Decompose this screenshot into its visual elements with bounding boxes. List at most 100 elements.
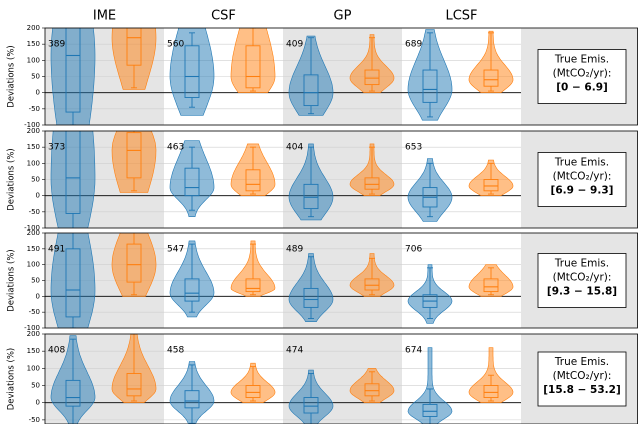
box (483, 278, 499, 293)
violin-body (111, 131, 157, 193)
box (184, 390, 200, 409)
y-tick-label: 50 (31, 73, 40, 81)
count-label: 491 (48, 245, 65, 255)
y-tick-label: -100 (24, 224, 40, 232)
box (184, 45, 200, 98)
box (126, 28, 142, 66)
box (422, 69, 438, 103)
y-tick-label: 200 (27, 229, 40, 237)
count-label: 404 (286, 143, 303, 153)
violin-body (349, 368, 395, 403)
count-label: 389 (48, 40, 65, 50)
box (126, 373, 142, 397)
column-header: IME (93, 9, 116, 24)
y-tick-label: 200 (27, 24, 40, 32)
y-tick-label: 200 (27, 127, 40, 135)
y-tick-label: 100 (27, 159, 40, 167)
y-tick-label: -100 (24, 324, 40, 332)
y-tick-label: -50 (29, 208, 40, 216)
legend-text: True Emis. (554, 54, 609, 66)
count-label: 689 (405, 40, 422, 50)
box (65, 248, 81, 318)
y-tick-label: 0 (36, 292, 40, 300)
y-tick-label: 50 (31, 176, 40, 184)
violin-body (407, 347, 453, 424)
legend-text: True Emis. (554, 157, 609, 169)
column-header: GP (334, 9, 352, 24)
box (184, 278, 200, 302)
violin-body (169, 140, 215, 217)
box (364, 383, 380, 397)
panel-row: -100 -50 0 50 100 150 200 Deviations (%) 491 547 4… (7, 229, 638, 332)
box (303, 287, 319, 308)
y-tick-label: 100 (27, 56, 40, 64)
y-tick-label: 150 (27, 143, 40, 151)
legend-text: (MtCO₂/yr): (553, 272, 612, 284)
box (364, 69, 380, 86)
box (483, 385, 499, 398)
y-tick-label: 50 (31, 382, 40, 390)
violin-body (407, 158, 453, 222)
box (126, 132, 142, 179)
y-tick-label: 150 (27, 245, 40, 253)
box (303, 397, 319, 414)
y-tick-label: 0 (36, 89, 40, 97)
count-label: 408 (48, 346, 65, 356)
violins (50, 334, 514, 424)
legend-range: [9.3 − 15.8] (547, 286, 617, 298)
violin-body (288, 35, 334, 116)
y-tick-label: -50 (29, 308, 40, 316)
box (483, 179, 499, 192)
y-tick-label: 100 (27, 261, 40, 269)
legend-range: [15.8 − 53.2] (543, 384, 621, 396)
y-tick-label: 200 (27, 330, 40, 338)
box (303, 74, 319, 107)
y-axis-label: Deviations (%) (7, 348, 17, 411)
legend-text: True Emis. (554, 258, 609, 270)
count-label: 706 (405, 245, 422, 255)
count-label: 474 (286, 346, 303, 356)
box (245, 385, 261, 398)
count-label: 489 (286, 245, 303, 255)
column-header: LCSF (445, 9, 477, 24)
violins (50, 131, 514, 228)
legend-box (537, 49, 627, 104)
violins (50, 233, 514, 328)
y-tick-label: 150 (27, 347, 40, 355)
violin-body (50, 28, 96, 125)
y-tick-label: 150 (27, 40, 40, 48)
y-axis-label: Deviations (%) (7, 249, 17, 312)
y-axis-label: Deviations (%) (7, 148, 17, 211)
box (364, 278, 380, 291)
legend-text: (MtCO₂/yr): (553, 68, 612, 80)
box (483, 69, 499, 87)
count-label: 653 (405, 143, 422, 153)
legend-text: (MtCO₂/yr): (553, 171, 612, 183)
legend-box (537, 253, 627, 308)
box (65, 379, 81, 407)
y-tick-label: 0 (36, 399, 40, 407)
count-label: 463 (167, 143, 184, 153)
legend-text: (MtCO₂/yr): (553, 370, 612, 382)
box (126, 243, 142, 283)
box (303, 183, 319, 210)
y-tick-label: 100 (27, 364, 40, 372)
legend-box (537, 351, 627, 407)
violin-body (407, 29, 453, 121)
y-tick-label: -50 (29, 105, 40, 113)
legend-range: [6.9 − 9.3] (551, 185, 614, 197)
box (184, 167, 200, 197)
panel-row: -100 -50 0 50 100 150 200 Deviations (%) 373 463 4… (7, 127, 638, 232)
violin-body (230, 28, 276, 93)
legend-text: True Emis. (554, 356, 609, 368)
box (65, 28, 81, 113)
panel-row: -50 0 50 100 150 200 Deviations (%) 408 458 474 67… (7, 330, 638, 424)
box (65, 131, 81, 214)
y-tick-label: -100 (24, 121, 40, 129)
box (245, 278, 261, 293)
violin-body (50, 131, 96, 228)
box (245, 169, 261, 192)
count-label: 547 (167, 245, 184, 255)
box (422, 403, 438, 417)
